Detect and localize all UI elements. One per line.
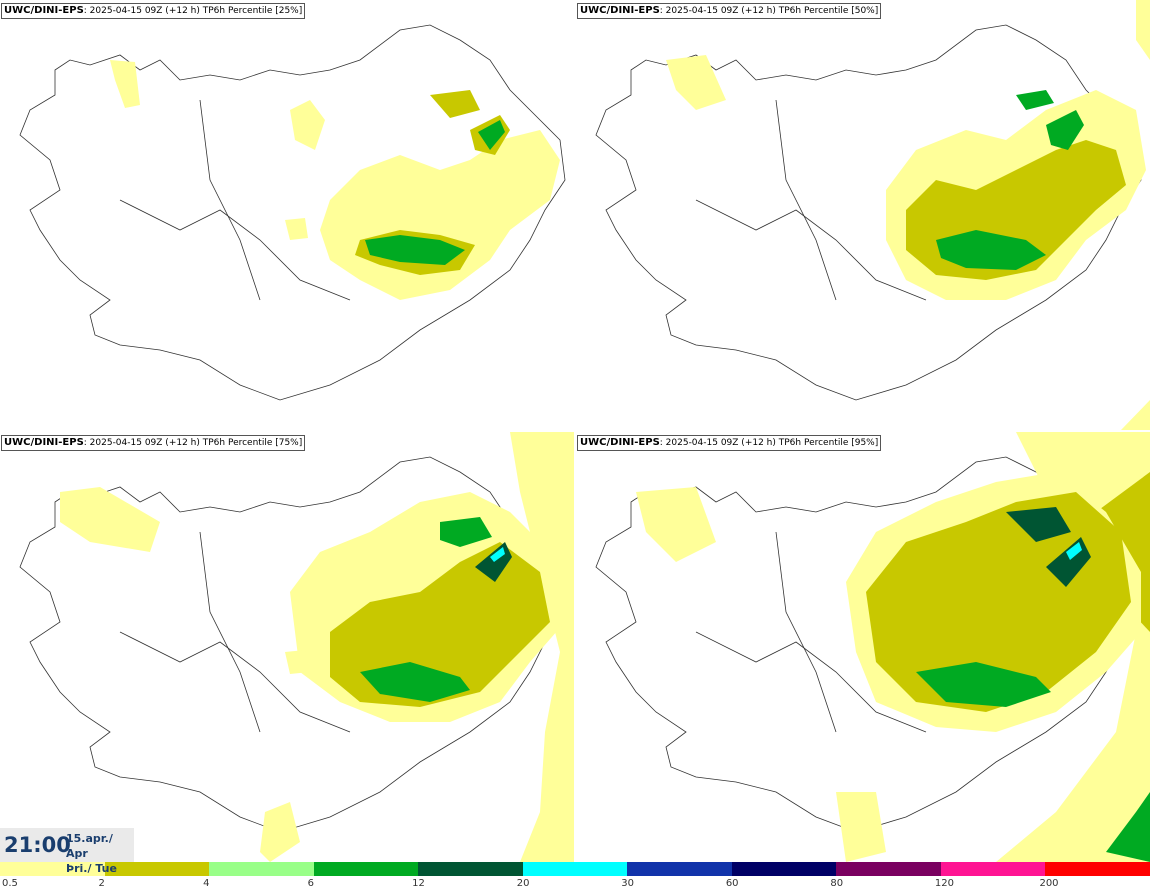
legend-label: 80 — [830, 878, 844, 889]
panel-title-p50: UWC/DINI-EPS: 2025-04-15 09Z (+12 h) TP6… — [577, 3, 882, 19]
legend-swatch — [0, 862, 105, 876]
legend-label: 20 — [516, 878, 530, 889]
map-panel-p95: UWC/DINI-EPS: 2025-04-15 09Z (+12 h) TP6… — [576, 432, 1150, 862]
map-panel-p25: UWC/DINI-EPS: 2025-04-15 09Z (+12 h) TP6… — [0, 0, 574, 430]
valid-date: 15.apr./ Apr Þri./ Tue — [66, 831, 134, 876]
iceland-outline — [595, 456, 1142, 833]
legend-swatch — [522, 862, 628, 876]
legend-label: 30 — [621, 878, 634, 889]
legend-label: 12 — [412, 878, 425, 889]
panel-title-p75: UWC/DINI-EPS: 2025-04-15 09Z (+12 h) TP6… — [1, 435, 306, 451]
color-legend: 0.5 2 4 6 12 20 30 60 80 120 200 — [0, 862, 1150, 891]
iceland-outline — [19, 24, 566, 401]
precip-shading-p95 — [636, 432, 1150, 862]
legend-swatch — [836, 862, 941, 876]
map-panel-p50: UWC/DINI-EPS: 2025-04-15 09Z (+12 h) TP6… — [576, 0, 1150, 430]
panel-divider — [574, 0, 576, 862]
valid-date-line1: 15.apr./ Apr — [66, 832, 113, 860]
legend-label: 6 — [307, 878, 314, 889]
precip-map-p25 — [19, 24, 566, 401]
panel-title-p95: UWC/DINI-EPS: 2025-04-15 09Z (+12 h) TP6… — [577, 435, 882, 451]
legend-swatch — [313, 862, 419, 876]
valid-time: 21:00 — [4, 833, 71, 857]
iceland-outline — [19, 456, 566, 833]
legend-label: 0.5 — [2, 878, 18, 889]
legend-swatch — [1045, 862, 1150, 876]
precip-map-p75 — [19, 432, 574, 862]
iceland-outline — [595, 24, 1142, 401]
legend-label: 120 — [934, 878, 954, 889]
timestamp-box: 21:00 15.apr./ Apr Þri./ Tue — [0, 828, 134, 875]
precip-map-p95 — [595, 432, 1150, 862]
legend-swatch — [418, 862, 523, 876]
precip-shading-p75 — [60, 432, 574, 862]
legend-label: 2 — [98, 878, 105, 889]
legend-swatch — [627, 862, 732, 876]
precip-shading-p50 — [666, 0, 1150, 430]
legend-swatch — [731, 862, 837, 876]
map-panel-p75: UWC/DINI-EPS: 2025-04-15 09Z (+12 h) TP6… — [0, 432, 574, 862]
legend-label: 60 — [725, 878, 739, 889]
legend-swatch — [209, 862, 314, 876]
legend-swatch — [940, 862, 1046, 876]
legend-swatch — [104, 862, 210, 876]
legend-label: 4 — [203, 878, 210, 889]
panel-title-p25: UWC/DINI-EPS: 2025-04-15 09Z (+12 h) TP6… — [1, 3, 306, 19]
legend-label: 200 — [1039, 878, 1059, 889]
valid-date-line2: Þri./ Tue — [66, 862, 117, 875]
precip-map-p50 — [595, 0, 1150, 430]
precip-shading-p25 — [110, 60, 560, 300]
